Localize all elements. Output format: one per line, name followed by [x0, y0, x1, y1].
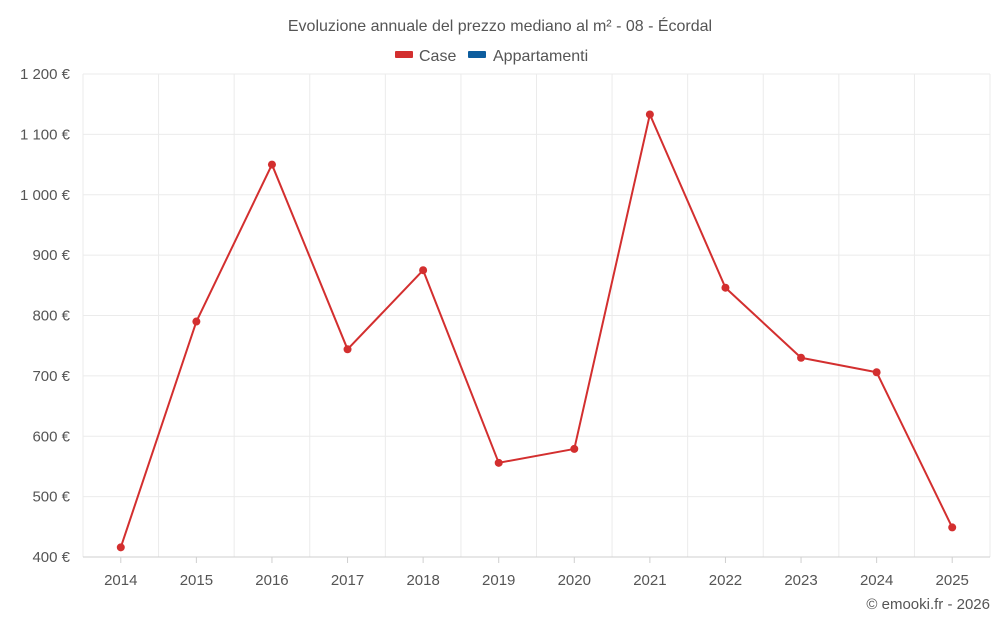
x-tick-label: 2020 [558, 572, 591, 589]
axes: 400 € 500 € 600 € 700 € 800 € 900 € 1 000 € 1 1… [20, 66, 990, 589]
legend-label-case[interactable]: Case [419, 48, 456, 65]
x-tick-label: 2025 [936, 572, 969, 589]
y-tick-label: 400 € [32, 549, 70, 566]
data-point-case[interactable] [721, 283, 730, 292]
data-point-case[interactable] [494, 458, 503, 467]
x-tick-label: 2018 [406, 572, 439, 589]
x-tick-label: 2016 [255, 572, 288, 589]
x-tick-label: 2021 [633, 572, 666, 589]
data-point-case[interactable] [192, 317, 201, 326]
x-tick-label: 2017 [331, 572, 364, 589]
series-line-case [119, 113, 954, 548]
data-point-case[interactable] [419, 266, 428, 275]
gridlines [82, 73, 991, 558]
y-tick-label: 1 000 € [20, 187, 71, 204]
legend-swatch-case [395, 51, 413, 58]
data-point-case[interactable] [343, 345, 352, 354]
x-tick-label: 2024 [860, 572, 893, 589]
series-case [116, 110, 957, 552]
y-tick-label: 800 € [32, 308, 70, 325]
data-point-case[interactable] [645, 110, 654, 119]
legend-swatch-appartamenti [468, 51, 486, 58]
x-tick-label: 2023 [784, 572, 817, 589]
data-point-case[interactable] [948, 523, 957, 532]
y-tick-label: 600 € [32, 428, 70, 445]
x-tick-label: 2022 [709, 572, 742, 589]
y-tick-label: 700 € [32, 368, 70, 385]
y-tick-label: 900 € [32, 247, 70, 264]
x-tick-label: 2015 [180, 572, 213, 589]
y-tick-label: 1 200 € [20, 66, 71, 83]
y-tick-label: 1 100 € [20, 126, 71, 143]
data-point-case[interactable] [116, 543, 125, 552]
data-point-case[interactable] [570, 444, 579, 453]
data-point-case[interactable] [267, 160, 276, 169]
y-tick-label: 500 € [32, 489, 70, 506]
legend-label-appartamenti[interactable]: Appartamenti [493, 48, 588, 65]
x-tick-label: 2014 [104, 572, 137, 589]
x-tick-label: 2019 [482, 572, 515, 589]
credit-text: © emooki.fr - 2026 [866, 596, 990, 613]
data-point-case[interactable] [872, 368, 881, 377]
legend: Case Appartamenti [395, 48, 588, 65]
data-point-case[interactable] [797, 353, 806, 362]
chart-title: Evoluzione annuale del prezzo mediano al… [288, 16, 712, 35]
